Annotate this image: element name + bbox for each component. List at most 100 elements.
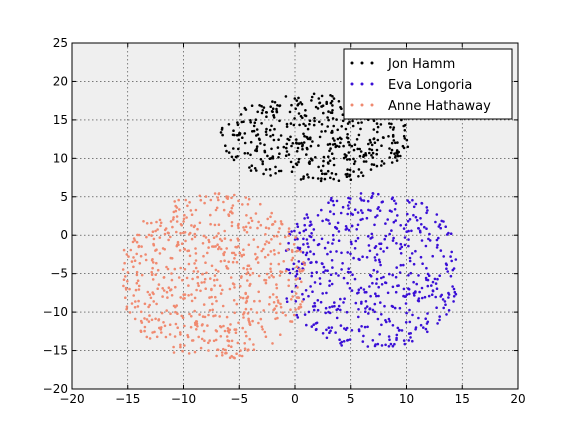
scatter-point — [389, 126, 392, 129]
scatter-point — [428, 233, 431, 236]
scatter-point — [407, 274, 410, 277]
scatter-point — [306, 173, 309, 176]
scatter-point — [390, 229, 393, 232]
scatter-point — [171, 294, 174, 297]
scatter-point — [297, 249, 300, 252]
scatter-point — [388, 318, 391, 321]
scatter-point — [333, 164, 336, 167]
scatter-point — [277, 231, 280, 234]
scatter-point — [331, 283, 334, 286]
scatter-point — [223, 230, 226, 233]
scatter-point — [299, 303, 302, 306]
scatter-point — [194, 233, 197, 236]
scatter-point — [360, 302, 363, 305]
scatter-point — [237, 322, 240, 325]
scatter-point — [272, 134, 275, 137]
scatter-point — [169, 289, 172, 292]
scatter-point — [130, 249, 133, 252]
scatter-point — [427, 273, 430, 276]
scatter-point — [281, 271, 284, 274]
scatter-point — [297, 161, 300, 164]
scatter-point — [367, 200, 370, 203]
scatter-point — [136, 274, 139, 277]
scatter-point — [245, 226, 248, 229]
scatter-point — [179, 249, 182, 252]
scatter-point — [215, 339, 218, 342]
scatter-point — [340, 125, 343, 128]
scatter-point — [233, 252, 236, 255]
scatter-point — [169, 323, 172, 326]
scatter-point — [286, 300, 289, 303]
scatter-point — [222, 325, 225, 328]
scatter-point — [211, 265, 214, 268]
scatter-point — [183, 344, 186, 347]
scatter-point — [329, 312, 332, 315]
scatter-point — [295, 141, 298, 144]
scatter-point — [154, 273, 157, 276]
scatter-point — [342, 206, 345, 209]
scatter-point — [266, 155, 269, 158]
scatter-point — [176, 220, 179, 223]
scatter-point — [302, 133, 305, 136]
scatter-point — [123, 249, 126, 252]
scatter-point — [319, 277, 322, 280]
scatter-point — [321, 220, 324, 223]
scatter-point — [218, 223, 221, 226]
scatter-point — [329, 210, 332, 213]
scatter-point — [229, 288, 232, 291]
scatter-point — [426, 331, 429, 334]
scatter-point — [346, 136, 349, 139]
scatter-point — [175, 231, 178, 234]
scatter-point — [380, 242, 383, 245]
scatter-point — [204, 287, 207, 290]
scatter-point — [327, 219, 330, 222]
scatter-point — [380, 123, 383, 126]
legend-dot — [361, 62, 364, 65]
scatter-point — [272, 293, 275, 296]
legend-label: Jon Hamm — [387, 57, 455, 72]
scatter-point — [178, 208, 181, 211]
scatter-point — [122, 268, 125, 271]
legend-dot — [351, 83, 354, 86]
scatter-point — [195, 267, 198, 270]
scatter-point — [450, 251, 453, 254]
scatter-point — [164, 233, 167, 236]
scatter-point — [270, 148, 273, 151]
scatter-point — [341, 262, 344, 265]
scatter-point — [270, 212, 273, 215]
scatter-point — [404, 343, 407, 346]
scatter-point — [308, 311, 311, 314]
scatter-point — [265, 168, 268, 171]
scatter-point — [147, 306, 150, 309]
scatter-point — [327, 119, 330, 122]
scatter-point — [172, 218, 175, 221]
scatter-point — [179, 346, 182, 349]
scatter-point — [260, 250, 263, 253]
scatter-point — [331, 152, 334, 155]
scatter-point — [430, 284, 433, 287]
scatter-point — [250, 308, 253, 311]
scatter-point — [155, 303, 158, 306]
scatter-point — [409, 218, 412, 221]
scatter-point — [416, 219, 419, 222]
scatter-point — [305, 289, 308, 292]
scatter-point — [361, 255, 364, 258]
scatter-point — [333, 139, 336, 142]
scatter-point — [346, 311, 349, 314]
y-tick-label: 0 — [60, 228, 68, 242]
scatter-point — [327, 110, 330, 113]
scatter-point — [391, 161, 394, 164]
scatter-point — [240, 113, 243, 116]
scatter-point — [302, 243, 305, 246]
scatter-point — [207, 239, 210, 242]
scatter-point — [386, 218, 389, 221]
scatter-point — [195, 328, 198, 331]
scatter-point — [358, 168, 361, 171]
scatter-point — [271, 100, 274, 103]
scatter-point — [339, 309, 342, 312]
scatter-point — [251, 220, 254, 223]
scatter-point — [335, 118, 338, 121]
scatter-point — [351, 225, 354, 228]
scatter-point — [155, 248, 158, 251]
scatter-point — [354, 143, 357, 146]
